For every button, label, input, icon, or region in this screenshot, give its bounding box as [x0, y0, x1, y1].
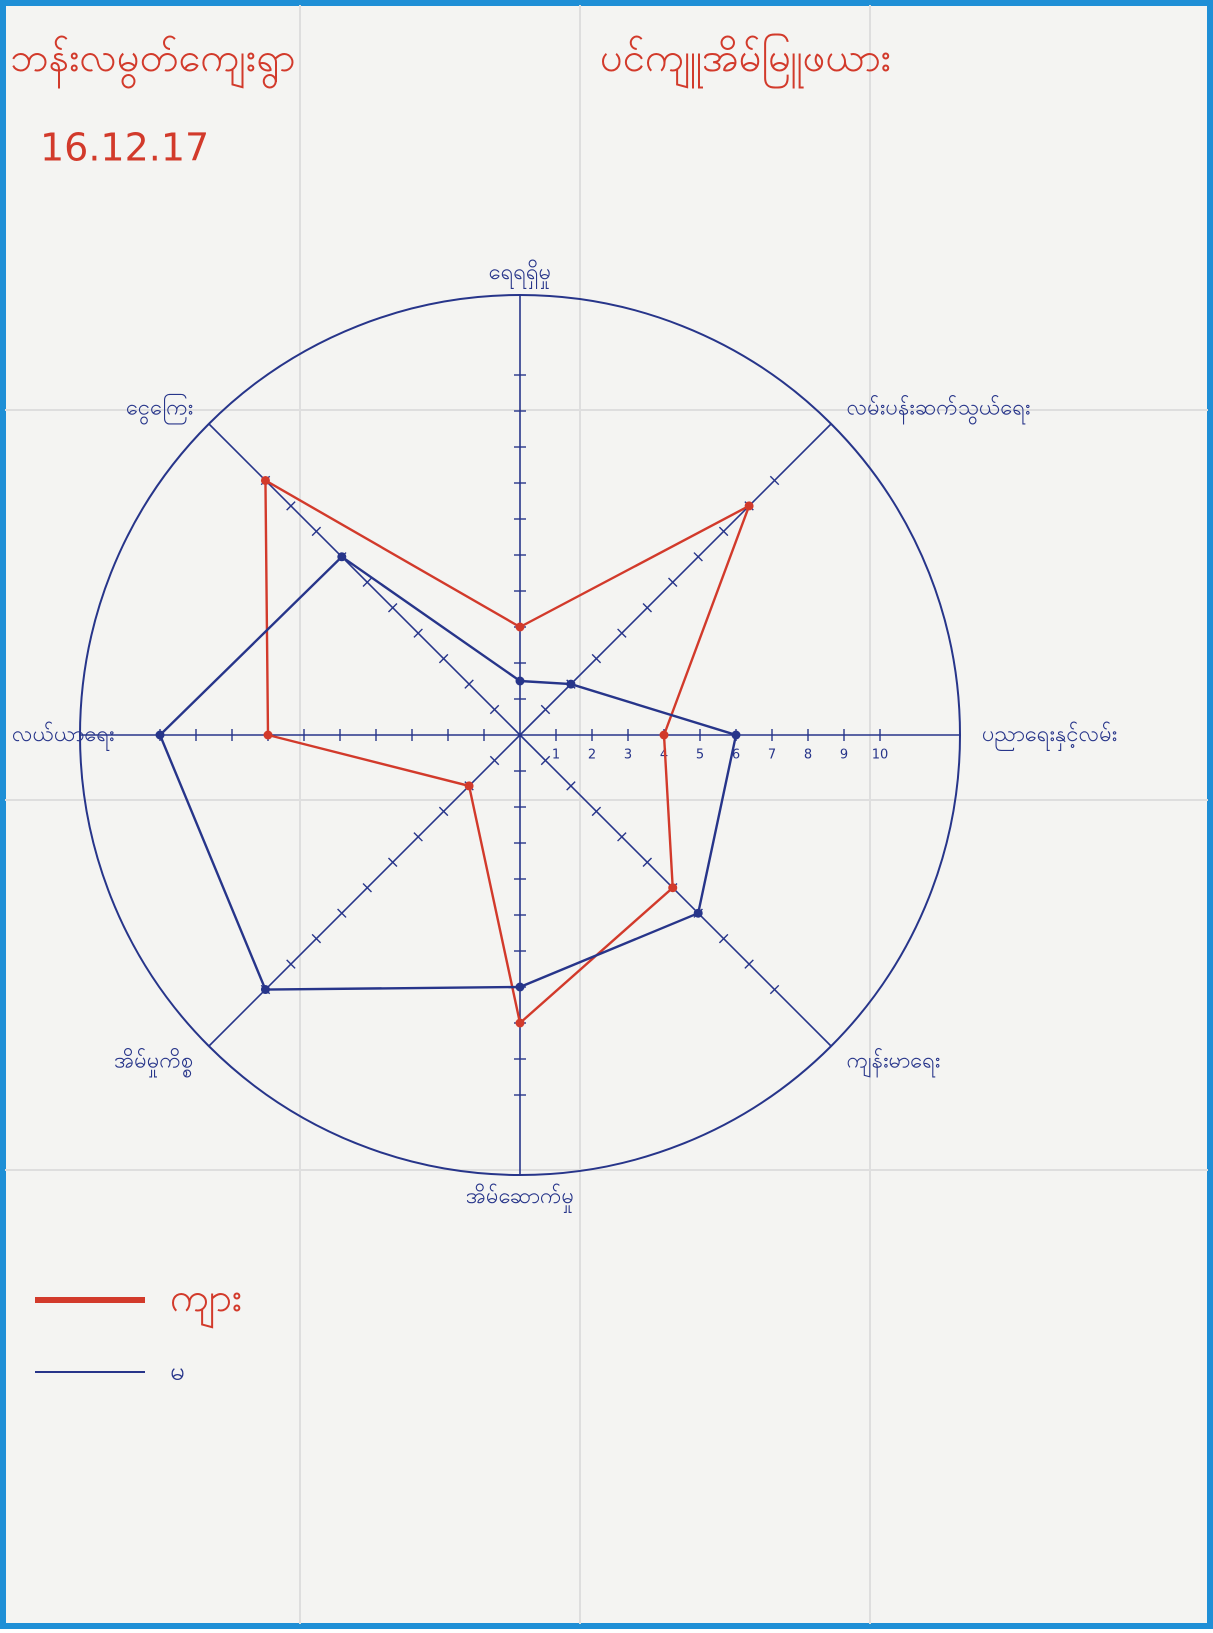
chart: ဘန်းလမွတ်ကျေးရွာ ပင်ကျူအိမ်မြူဖယား 16.12…	[0, 0, 1213, 1629]
series-point	[516, 623, 525, 632]
tick-label: 3	[624, 748, 632, 763]
tick-label: 8	[804, 748, 812, 763]
tick-label: 1	[552, 748, 560, 763]
series-point	[337, 552, 346, 561]
tick-label: 5	[696, 748, 704, 763]
series-point	[668, 883, 677, 892]
category-label: လယ်ယာရေး	[12, 721, 115, 751]
series-point	[694, 909, 703, 918]
legend-label: မ	[170, 1357, 185, 1387]
legend-label: ကျား	[170, 1275, 242, 1329]
category-label: ကျန်းမာရေး	[847, 1048, 941, 1078]
tick-label: 9	[840, 748, 848, 763]
series-point	[745, 501, 754, 510]
series-point	[732, 731, 741, 740]
series-point	[465, 781, 474, 790]
series-point	[156, 731, 165, 740]
chart-title: ဘန်းလမွတ်ကျေးရွာ	[10, 35, 295, 89]
tick-label: 10	[872, 748, 889, 763]
tick-label: 7	[768, 748, 776, 763]
series-point	[516, 1019, 525, 1028]
series-point	[516, 983, 525, 992]
series-point	[660, 731, 669, 740]
series-point	[566, 680, 575, 689]
chart-subtitle: ပင်ကျူအိမ်မြူဖယား	[600, 34, 891, 89]
series-point	[264, 731, 273, 740]
tick-label: 2	[588, 748, 596, 763]
date: 16.12.17	[40, 126, 209, 170]
category-label: အိမ်ဆောက်မှု	[466, 1183, 574, 1213]
series-point	[261, 985, 270, 994]
series-point	[516, 677, 525, 686]
category-label: အိမ်မှုကိစ္စ	[114, 1048, 193, 1078]
series-point	[261, 476, 270, 485]
